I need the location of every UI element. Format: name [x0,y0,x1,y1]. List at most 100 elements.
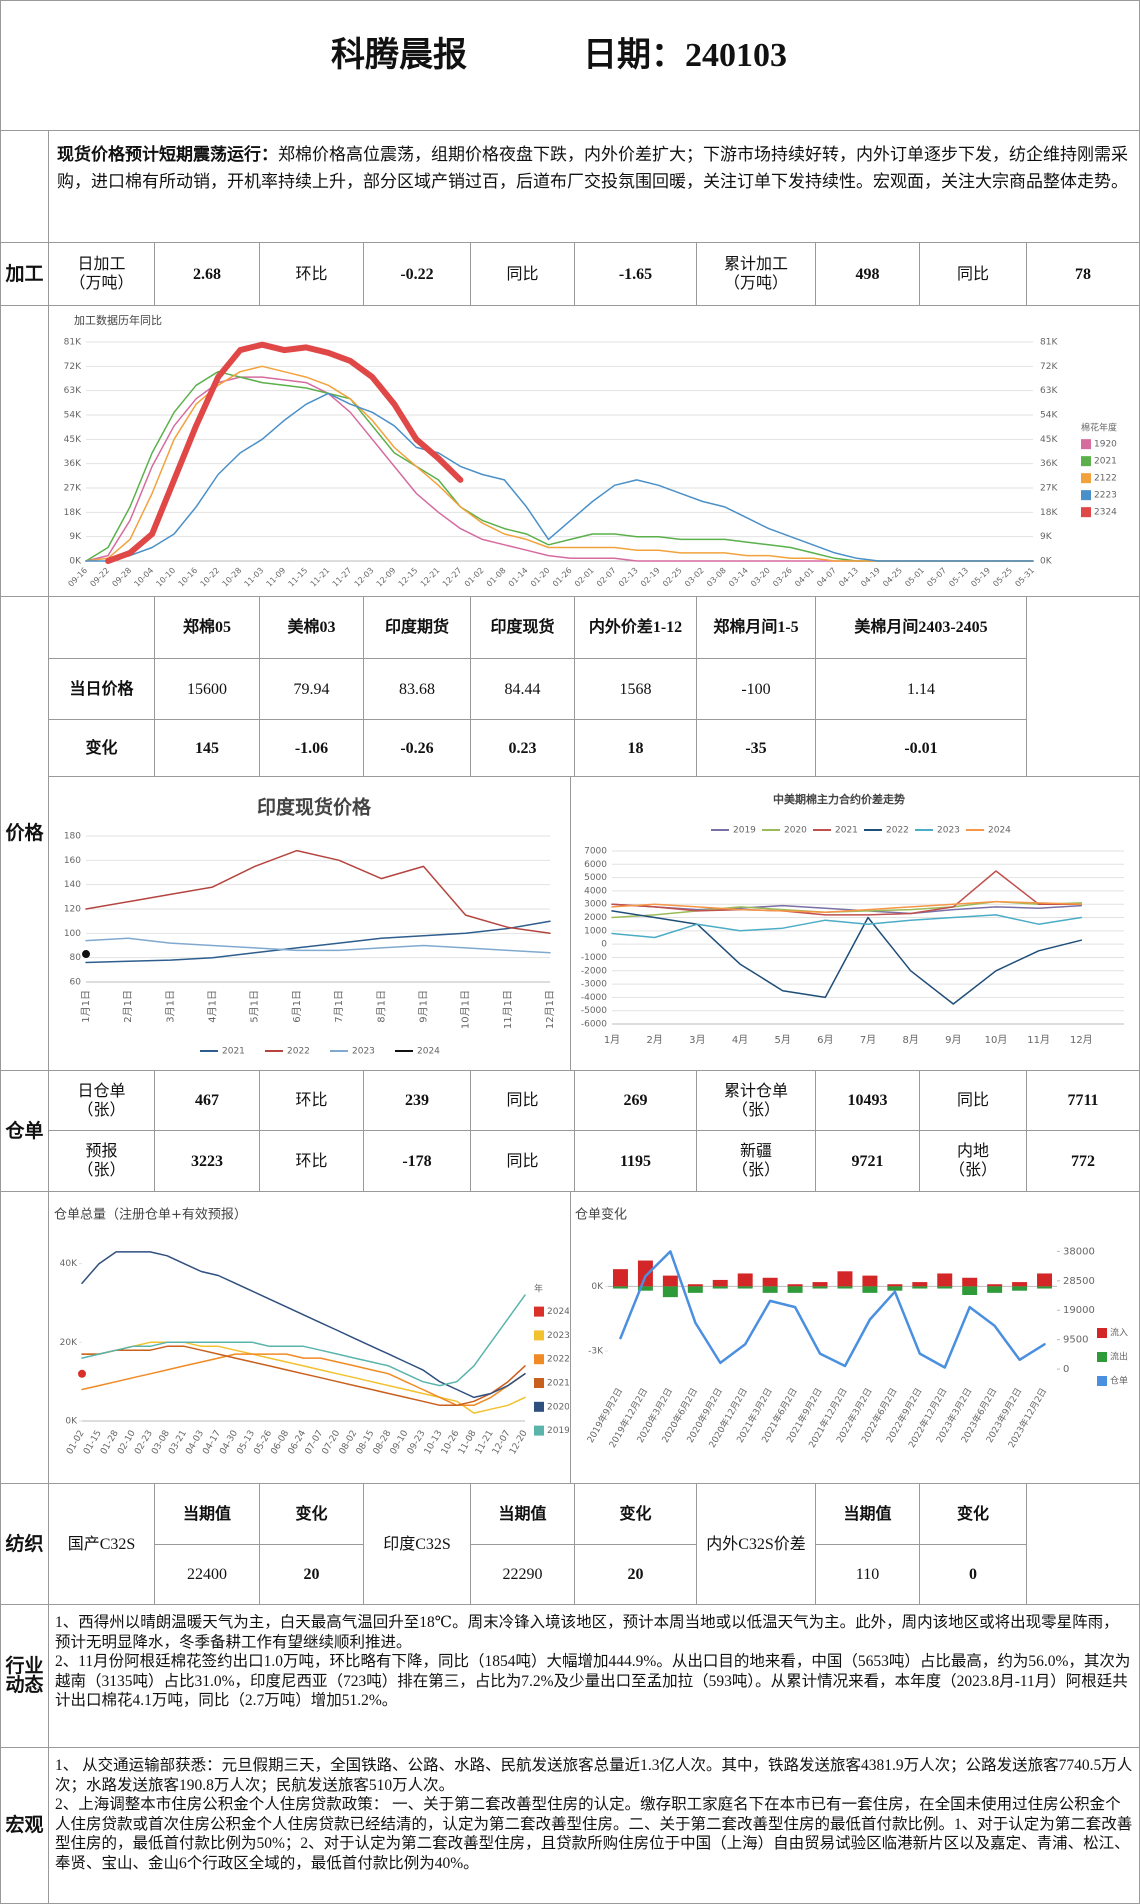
chart-cell [49,1192,571,1484]
x-tick-label: 02-19 [639,566,662,589]
line [85,370,1034,562]
chart-cell [49,777,571,1071]
legend-swatch [1097,1376,1107,1386]
bar [687,1284,703,1287]
y-tick-label: 20K [60,1338,78,1348]
legend-label: 2023 [352,1047,375,1057]
table-cell: 同比 [471,243,575,306]
chart: 加工数据历年同比 0K 0K 9K 9K 18K 18K 27K 27K 36K 36K 45K 45K… [64,313,1118,589]
y-tick-label: 9K [1040,532,1053,542]
y-tick-label: 0K [591,1282,604,1292]
x-tick-label: 05-25 [991,566,1014,589]
x-tick-label: 11-21 [309,566,332,589]
table-cell: 新疆 （张） [697,1131,816,1192]
table-cell: 同比 [920,243,1027,306]
x-tick-label: 12-09 [375,566,398,589]
bar [662,1275,678,1287]
bar [712,1279,728,1287]
point [82,950,90,959]
legend-label: 2122 [1094,474,1117,484]
column-header: 印度期货 [364,597,471,659]
y-tick-label: 5000 [584,873,607,883]
line [81,1345,526,1407]
bar [762,1286,778,1293]
legend-title: 年 [534,1283,543,1295]
chart: 中美期棉主力合约价差走势 -6000 -5000 -4000 -3000 -2000 -10… [581,792,1124,1046]
row-header: 变化 [49,720,155,777]
bar [662,1286,678,1298]
table-cell: 1.14 [816,659,1027,720]
x-tick-label: 09-16 [66,566,89,589]
line [81,1251,526,1399]
legend-label: 2022 [547,1355,569,1365]
bar [887,1284,903,1287]
section-label: 价格 [0,597,49,1071]
column-header: 当期值 [471,1484,575,1545]
bar [862,1286,878,1293]
chart: 仓单总量（注册仓单+有效预报）0K20K40K01-0201-1501-2802… [54,1208,569,1457]
x-tick-label: 02-07 [595,566,618,589]
x-tick-label: 01-08 [485,566,508,589]
x-tick-label: 10-10 [154,566,177,589]
x-tick-label: 7月 [860,1034,876,1046]
legend-label: 2024 [417,1047,440,1057]
line [81,1341,526,1414]
table-cell: 预报 （张） [49,1131,155,1192]
legend-label: 2023 [547,1331,569,1341]
report-title: 科腾晨报 [331,37,467,74]
x-tick-label: 3月 [689,1034,705,1046]
legend-label: 流入 [1110,1327,1128,1339]
table-cell: 累计加工 （万吨） [697,243,816,306]
y-tick-label: -4000 [581,993,607,1003]
y-tick-label: 7000 [584,847,607,857]
bar [887,1286,903,1291]
y-tick-label: 36K [1040,459,1058,469]
row-header: 印度C32S [364,1484,471,1605]
line [619,1250,1046,1369]
table-cell: 内地 （张） [920,1131,1027,1192]
table-cell: 22290 [471,1545,575,1605]
x-tick-label: 11-09 [265,566,288,589]
legend-swatch [534,1401,544,1412]
column-header: 美棉月间2403-2405 [816,597,1027,659]
bar [712,1286,728,1289]
y-tick-label: 4000 [584,886,607,896]
x-tick-label: 05-01 [903,566,926,589]
table-cell: 498 [816,243,920,306]
column-header: 变化 [920,1484,1027,1545]
x-tick-label: 12-27 [441,566,464,589]
table-cell: -0.01 [816,720,1027,777]
line [611,900,1083,913]
line [611,914,1083,939]
paragraph: 1、 从交通运输部获悉：元旦假期三天，全国铁路、公路、水路、民航发送旅客总量近1… [55,1757,1133,1794]
bar [1037,1286,1053,1289]
paragraph: 2、11月份阿根廷棉花签约出口1.0万吨，环比略有下降，同比（1854吨）大幅增… [55,1653,1131,1709]
legend-label: 2020 [547,1402,569,1412]
y-tick-label: 60 [70,978,82,988]
line [85,849,551,935]
x-tick-label: 09-22 [88,566,111,589]
table-cell: 9721 [816,1131,920,1192]
chart-title: 仓单总量（注册仓单+有效预报） [54,1208,247,1223]
line [85,920,551,964]
y-tick-label: 0K [65,1417,78,1427]
x-tick-label: 11-15 [287,566,310,589]
x-tick-label: 03-02 [683,566,706,589]
y-tick-label: 81K [64,338,82,348]
table-cell: -1.06 [260,720,364,777]
point [78,1369,86,1378]
table-cell: 同比 [920,1071,1027,1131]
paragraph: 2、上海调整本市住房公积金个人住房贷款政策： 一、关于第二套改善型住房的认定。缴… [55,1796,1133,1872]
column-header: 印度现货 [471,597,575,659]
x-tick-label: 2月 [646,1034,662,1046]
y-tick-label: 81K [1040,338,1058,348]
bar [912,1286,928,1289]
y-tick-label: 9K [69,532,82,542]
x-tick-label: 04-13 [837,566,860,589]
x-tick-label: 09-28 [110,566,133,589]
y-tick-label: 54K [64,411,82,421]
y-tick-label: 0K [1040,557,1053,567]
y-tick-label: -3000 [581,980,607,990]
x-tick-label: 11月 [1027,1034,1050,1046]
x-tick-label: 05-31 [1013,566,1036,589]
